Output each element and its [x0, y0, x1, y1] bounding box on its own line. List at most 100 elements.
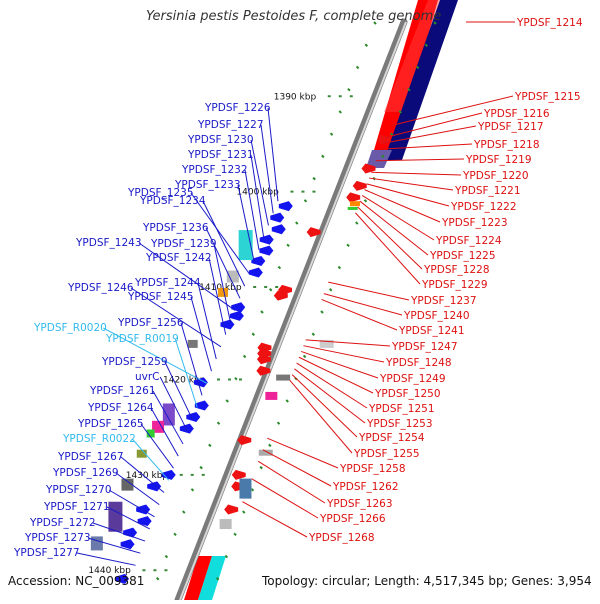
minor-tick	[268, 443, 272, 448]
tick-label: 1420 kbp	[163, 375, 206, 385]
leader-line	[213, 243, 231, 323]
gene-label-left: YPDSF_1271	[43, 501, 110, 513]
plus-strand-gene	[186, 412, 201, 423]
leader-line	[180, 322, 203, 396]
leader-line	[202, 200, 246, 287]
leader-line	[120, 456, 165, 493]
feature-block	[121, 478, 134, 491]
plus-strand-gene	[194, 400, 209, 411]
gene-label-left: YPDSF_1269	[52, 467, 119, 479]
leader-line	[296, 362, 368, 409]
gene-label-left: YPDSF_R0022	[62, 433, 136, 445]
feature-block	[347, 206, 358, 210]
gene-label-right: YPDSF_1224	[435, 235, 502, 247]
feature-block	[319, 339, 334, 348]
gene-label-left: YPDSF_1234	[139, 195, 206, 207]
ring-red-bottom	[184, 556, 212, 600]
feature-block	[239, 478, 252, 499]
minor-tick	[329, 132, 334, 136]
gene-label-left: YPDSF_1231	[187, 149, 254, 161]
label-layer: YPDSF_1226 YPDSF_1227 YPDSF_1230 YPDSF_1231…	[13, 17, 583, 559]
leader-line	[355, 212, 421, 285]
gene-label-right: YPDSF_1247	[391, 341, 458, 353]
minor-tick	[302, 354, 307, 359]
ring-cyan-bottom	[198, 556, 226, 600]
gene-label-left: YPDSF_1264	[87, 402, 154, 414]
leader-line	[140, 423, 174, 469]
feature-layer	[90, 134, 391, 584]
gene-label-right: YPDSF_1254	[358, 432, 425, 444]
leader-line	[357, 206, 423, 270]
leader-line	[197, 282, 217, 360]
feature-block	[187, 339, 198, 348]
gene-label-right: YPDSF_1225	[429, 250, 496, 262]
leader-line	[359, 200, 429, 256]
minor-tick	[233, 532, 237, 537]
minor-tick	[225, 399, 229, 403]
minor-tick	[364, 43, 369, 47]
gene-label-right: YPDSF_1268	[308, 532, 375, 544]
leader-line	[361, 194, 435, 241]
leader-line	[242, 501, 308, 538]
plus-strand-gene	[259, 234, 274, 245]
minor-tick	[234, 376, 238, 381]
gene-label-right: YPDSF_1220	[462, 170, 529, 182]
leader-line	[368, 177, 454, 191]
gene-label-right: YPDSF_1222	[450, 201, 517, 213]
gene-label-right: YPDSF_1250	[374, 388, 441, 400]
leader-line	[251, 478, 319, 519]
feature-block	[136, 449, 147, 458]
gene-label-right: YPDSF_1219	[465, 154, 532, 166]
minor-tick	[415, 65, 420, 70]
leader-line	[298, 356, 374, 394]
gene-label-left: YPDSF_1246	[67, 282, 134, 294]
minus-strand-gene	[306, 227, 321, 238]
plus-strand-gene	[120, 539, 135, 550]
minor-tick	[363, 199, 368, 203]
leader-line	[250, 139, 269, 226]
minor-tick	[182, 510, 186, 514]
leader-line	[301, 350, 379, 379]
plus-strand-gene	[248, 267, 263, 278]
plus-strand-gene	[161, 469, 176, 480]
minus-strand-gene	[231, 469, 246, 480]
gene-label-right: YPDSF_1266	[319, 513, 386, 525]
minor-tick	[260, 310, 264, 314]
gene-label-right: YPDSF_1215	[514, 91, 581, 103]
feature-block	[226, 270, 239, 283]
gene-label-right: YPDSF_1255	[353, 448, 420, 460]
leader-line	[371, 171, 462, 176]
tick-label: 1400 kbp	[236, 188, 279, 198]
gene-label-right: YPDSF_1248	[385, 357, 452, 369]
gene-label-right: YPDSF_1249	[379, 373, 446, 385]
gene-label-right: YPDSF_1229	[421, 279, 488, 291]
gene-label-right: YPDSF_1221	[454, 185, 521, 197]
gene-label-left: YPDSF_1272	[29, 517, 96, 529]
leader-line	[323, 293, 403, 316]
leader-line	[190, 192, 250, 275]
minus-strand-gene	[224, 504, 239, 515]
leader-line	[267, 107, 279, 202]
leader-line	[380, 143, 473, 150]
leader-line	[106, 506, 151, 530]
gene-label-left: YPDSF_1244	[134, 277, 201, 289]
minor-tick	[242, 510, 246, 514]
gene-label-left: YPDSF_1267	[57, 451, 124, 463]
gene-label-left: YPDSF_1261	[89, 385, 156, 397]
minor-tick	[173, 532, 177, 537]
feature-block	[162, 403, 175, 426]
feature-block	[349, 201, 360, 207]
minor-tick	[277, 265, 282, 270]
gene-label-right: YPDSF_1216	[483, 108, 550, 120]
tick-label: 1390 kbp	[274, 92, 317, 102]
plus-strand-gene	[278, 201, 293, 212]
feature-block	[265, 391, 278, 400]
ring-navy-top	[384, 0, 458, 160]
minor-tick	[242, 354, 247, 359]
minor-tick	[295, 221, 299, 225]
leader-line	[384, 112, 483, 139]
minor-tick	[328, 288, 333, 292]
minor-tick	[259, 465, 263, 470]
gene-label-left: YPDSF_1236	[142, 222, 209, 234]
